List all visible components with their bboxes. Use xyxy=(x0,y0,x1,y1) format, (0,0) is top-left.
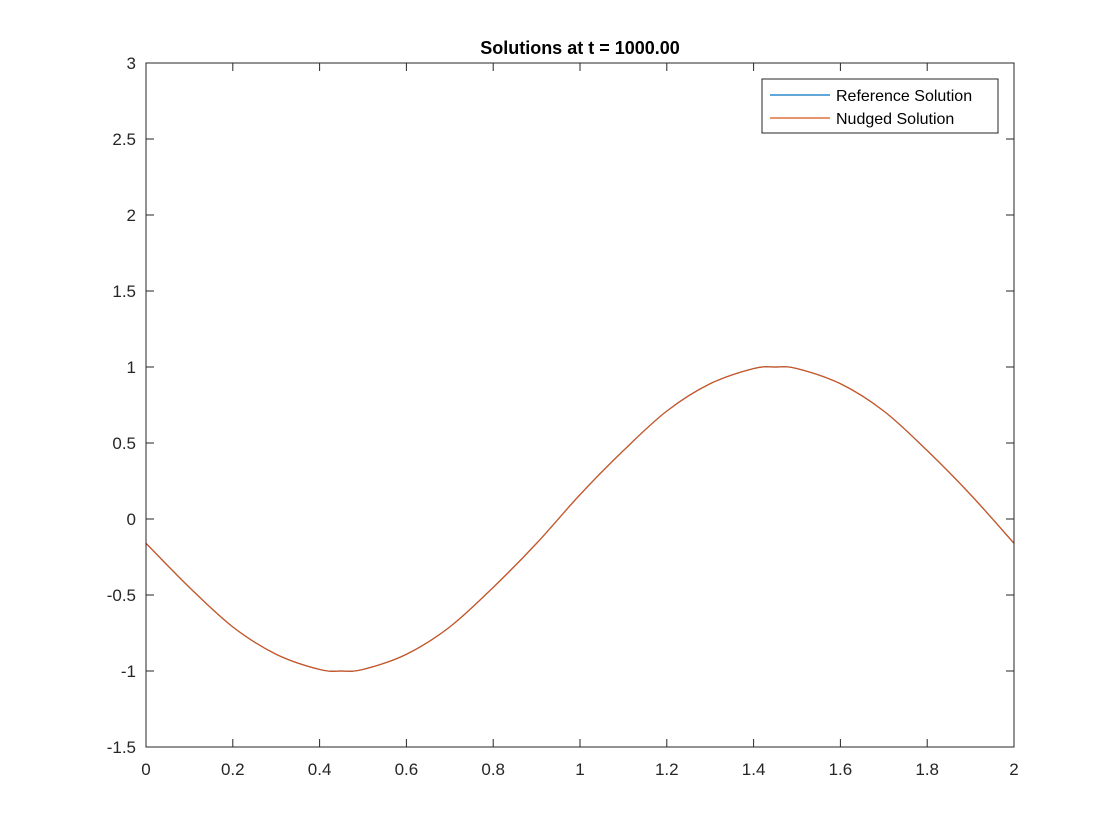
y-tick-label: -1 xyxy=(121,662,136,681)
legend-label-nudged: Nudged Solution xyxy=(836,111,954,128)
y-tick-label: -1.5 xyxy=(107,738,136,757)
axes-box xyxy=(145,62,1015,748)
series-line-nudged xyxy=(145,366,1015,672)
y-tick-label: 1.5 xyxy=(112,282,136,301)
legend: Reference Solution Nudged Solution xyxy=(761,78,999,134)
axis-ticks: 0 0.2 0.4 0.6 0.8 1 1.2 1.4 1.6 1.8 2 -1.5 -1 -0.5 0 0.… xyxy=(107,54,1019,779)
y-tick-label: 0 xyxy=(127,510,136,529)
x-tick-label: 1.2 xyxy=(655,760,679,779)
legend-box xyxy=(761,78,999,134)
x-tick-label: 1.4 xyxy=(742,760,766,779)
y-tick-label: 3 xyxy=(127,54,136,73)
x-tick-label: 1.6 xyxy=(829,760,853,779)
y-tick-label: 0.5 xyxy=(112,434,136,453)
x-tick-label: 1.8 xyxy=(915,760,939,779)
y-tick-label: 1 xyxy=(127,358,136,377)
series-layer xyxy=(145,366,1015,672)
x-tick-label: 1 xyxy=(575,760,584,779)
y-tick-label: 2 xyxy=(127,206,136,225)
x-tick-label: 0.2 xyxy=(221,760,245,779)
plot-area xyxy=(146,63,1014,747)
x-tick-label: 0.4 xyxy=(308,760,332,779)
y-tick-label: -0.5 xyxy=(107,586,136,605)
y-tick-label: 2.5 xyxy=(112,130,136,149)
x-tick-label: 0 xyxy=(141,760,150,779)
x-tick-label: 2 xyxy=(1009,760,1018,779)
x-tick-label: 0.8 xyxy=(481,760,505,779)
legend-label-reference: Reference Solution xyxy=(836,88,972,105)
chart-title: Solutions at t = 1000.00 xyxy=(480,38,680,58)
x-tick-label: 0.6 xyxy=(395,760,419,779)
